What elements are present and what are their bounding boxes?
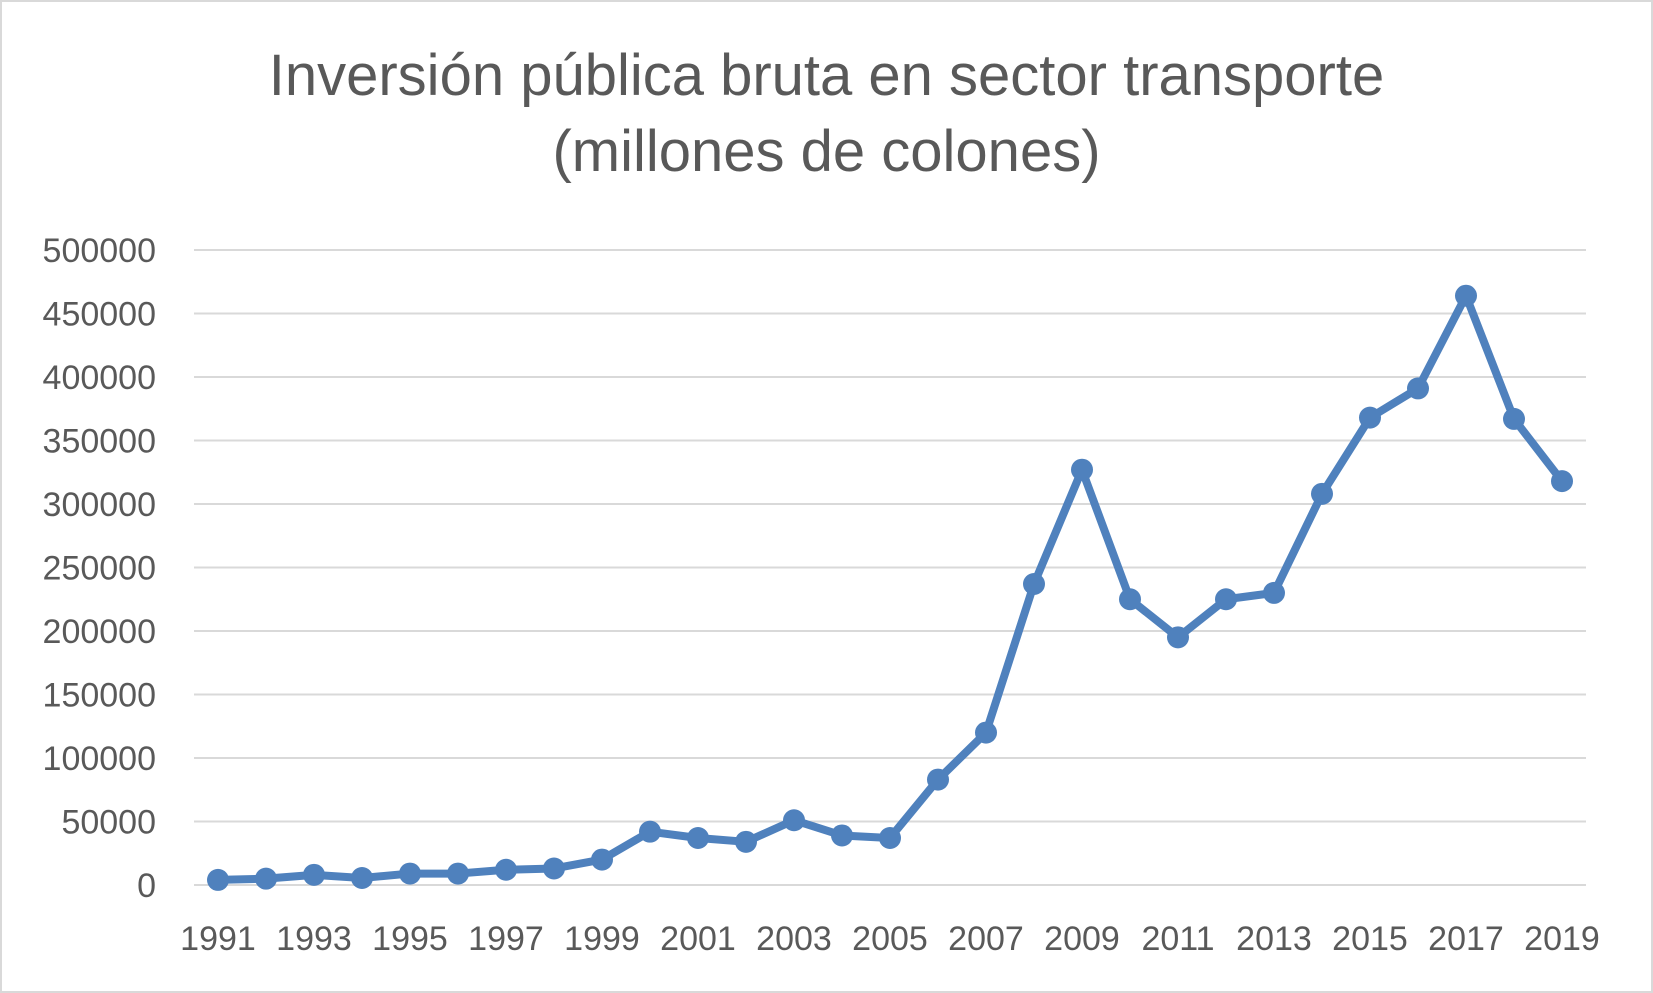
x-axis-labels: 1991 1993 1995 1997 1999 2001 2003 2005 2007 2009… <box>180 920 1600 958</box>
y-tick-label: 150000 <box>43 677 156 715</box>
y-axis-labels: 0 50000 100000 150000 200000 250000 300000 3500… <box>43 232 156 905</box>
data-point-1994 <box>351 867 373 890</box>
x-tick-label: 2003 <box>756 920 832 958</box>
x-tick-label: 1991 <box>180 920 256 958</box>
data-point-2015 <box>1359 406 1381 429</box>
data-point-2007 <box>975 721 997 744</box>
data-point-1993 <box>303 863 325 886</box>
x-tick-label: 2005 <box>852 920 928 958</box>
y-tick-label: 50000 <box>61 804 156 842</box>
y-tick-label: 100000 <box>43 740 156 778</box>
data-point-2008 <box>1023 573 1045 596</box>
y-tick-label: 200000 <box>43 613 156 651</box>
data-point-1992 <box>255 867 277 890</box>
x-tick-label: 1999 <box>564 920 640 958</box>
x-tick-label: 2011 <box>1141 920 1214 958</box>
data-point-2013 <box>1263 581 1285 604</box>
data-point-1991 <box>207 868 229 891</box>
x-tick-label: 2007 <box>948 920 1024 958</box>
data-point-1995 <box>399 862 421 885</box>
data-point-2016 <box>1407 377 1429 400</box>
data-point-2017 <box>1455 284 1477 307</box>
x-tick-label: 2009 <box>1044 920 1120 958</box>
data-point-2012 <box>1215 588 1237 611</box>
x-tick-label: 2001 <box>660 920 736 958</box>
data-point-2001 <box>687 827 709 850</box>
x-tick-label: 1995 <box>372 920 448 958</box>
y-tick-label: 350000 <box>43 423 156 461</box>
series-line <box>214 291 1566 884</box>
data-point-2002 <box>735 830 757 853</box>
data-point-2005 <box>879 827 901 850</box>
data-point-2009 <box>1071 458 1093 481</box>
chart-subtitle: (millones de colones) <box>552 119 1101 184</box>
data-point-2003 <box>783 809 805 832</box>
y-tick-label: 400000 <box>43 359 156 397</box>
data-point-2011 <box>1167 626 1189 649</box>
x-tick-label: 2013 <box>1236 920 1312 958</box>
x-tick-label: 1993 <box>276 920 352 958</box>
data-point-2010 <box>1119 588 1141 611</box>
data-point-2004 <box>831 824 853 847</box>
y-tick-label: 300000 <box>43 486 156 524</box>
data-point-1997 <box>495 858 517 881</box>
data-point-1996 <box>447 862 469 885</box>
data-point-2018 <box>1503 407 1525 430</box>
y-tick-label: 500000 <box>43 232 156 270</box>
data-point-2019 <box>1551 470 1573 493</box>
data-point-1998 <box>543 857 565 880</box>
x-tick-label: 2017 <box>1428 920 1504 958</box>
y-tick-label: 250000 <box>43 550 156 588</box>
y-tick-label: 0 <box>137 867 156 905</box>
x-tick-label: 1997 <box>468 920 544 958</box>
data-point-1999 <box>591 848 613 871</box>
y-tick-label: 450000 <box>43 296 156 334</box>
chart-title: Inversión pública bruta en sector transp… <box>268 43 1385 108</box>
grid-lines <box>194 249 1586 886</box>
x-tick-label: 2019 <box>1524 920 1600 958</box>
data-point-2014 <box>1311 482 1333 505</box>
chart-title-block: Inversión pública bruta en sector transp… <box>0 38 1653 190</box>
data-point-2006 <box>927 768 949 791</box>
data-point-2000 <box>639 820 661 843</box>
series-layer <box>207 284 1573 891</box>
x-tick-label: 2015 <box>1332 920 1408 958</box>
